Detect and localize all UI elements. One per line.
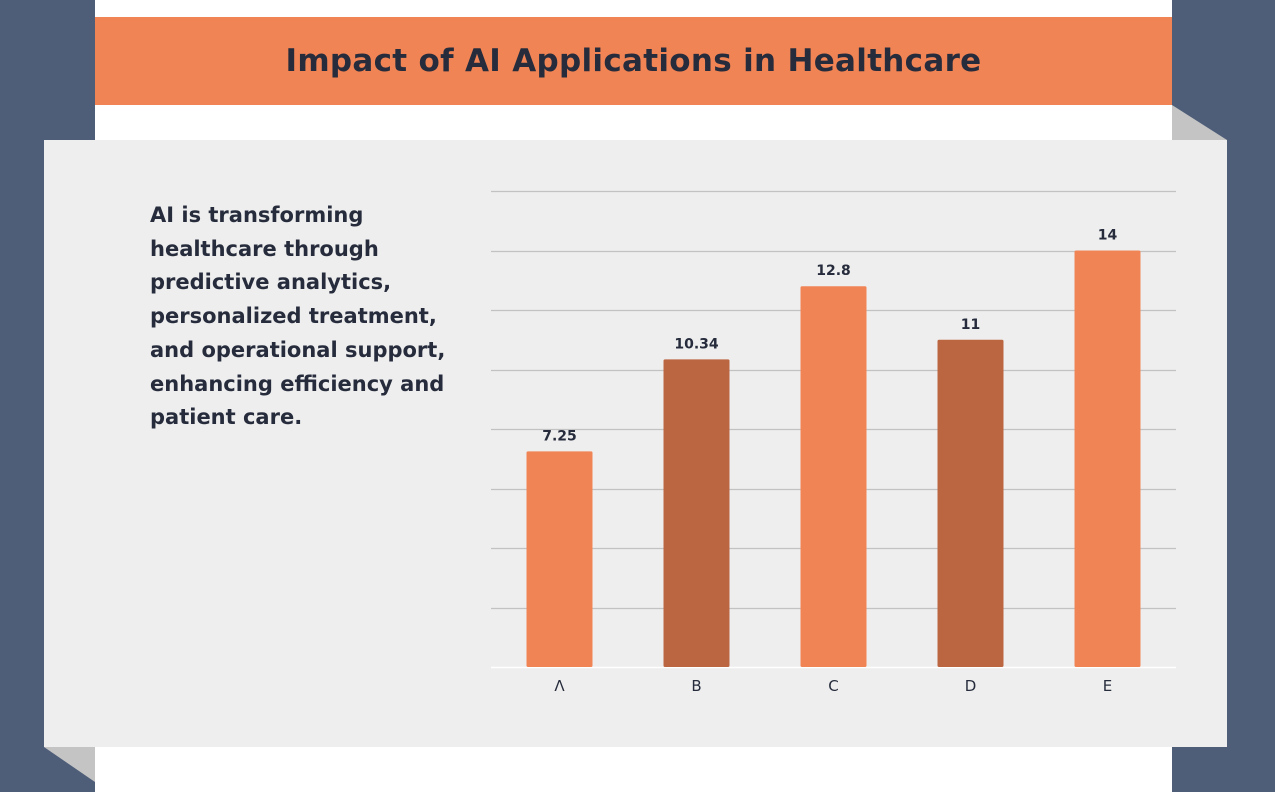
bar-4 — [1074, 250, 1141, 667]
page-title: Impact of AI Applications in Healthcare — [285, 43, 982, 79]
description-text: AI is transforming healthcare through pr… — [150, 203, 446, 430]
folded-corner-bottom-left — [44, 747, 95, 782]
value-label-2: 12.8 — [816, 263, 851, 279]
bar-2 — [800, 286, 867, 667]
x-tick-label-0: Λ — [554, 677, 565, 695]
value-label-3: 11 — [961, 317, 980, 333]
title-banner: Impact of AI Applications in Healthcare — [95, 17, 1172, 105]
value-label-1: 10.34 — [674, 336, 719, 352]
bar-1 — [663, 359, 730, 667]
bar-0 — [526, 451, 593, 667]
value-label-0: 7.25 — [542, 428, 577, 444]
x-tick-label-1: B — [691, 677, 701, 695]
x-tick-label-2: C — [828, 677, 838, 695]
value-labels: 7.25 10.34 12.8 11 14 — [542, 228, 1117, 445]
x-tick-label-3: D — [965, 677, 977, 695]
x-tick-label-4: E — [1103, 677, 1112, 695]
value-label-4: 14 — [1098, 228, 1118, 244]
folded-corner-top-right — [1172, 105, 1227, 140]
content-panel — [44, 140, 1227, 747]
bar-3 — [937, 339, 1004, 667]
bars — [526, 250, 1141, 667]
